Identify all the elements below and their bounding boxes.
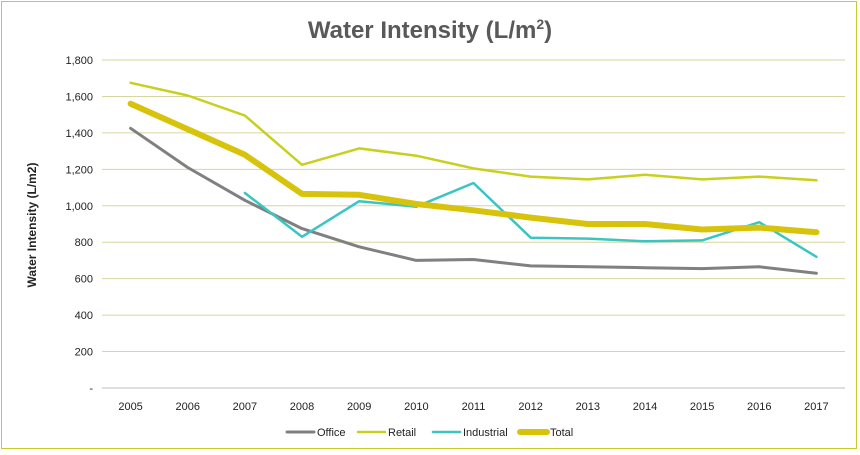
- y-tick-label: 1,800: [65, 55, 93, 67]
- series-line-industrial: [243, 181, 818, 259]
- series-line-retail: [129, 81, 818, 182]
- y-axis-label: Water Intensity (L/m2): [25, 163, 39, 288]
- y-tick-label: -: [89, 383, 93, 395]
- x-tick-label: 2008: [290, 401, 314, 413]
- chart-title: Water Intensity (L/m2): [308, 16, 552, 44]
- y-tick-label: 200: [75, 347, 93, 359]
- legend-label-retail: Retail: [388, 427, 416, 439]
- chart-title-end: ): [544, 17, 552, 44]
- x-tick-label: 2012: [518, 401, 542, 413]
- gridlines: [102, 59, 845, 389]
- legend-label-total: Total: [550, 427, 573, 439]
- y-tick-label: 600: [75, 274, 93, 286]
- series-lines: [127, 81, 820, 275]
- series-line-total: [127, 100, 820, 236]
- x-tick-label: 2013: [576, 401, 600, 413]
- x-tick-label: 2007: [233, 401, 257, 413]
- x-tick-label: 2011: [462, 401, 486, 413]
- y-tick-label: 800: [75, 237, 93, 249]
- series-line-office: [129, 126, 818, 275]
- x-tick-label: 2017: [804, 401, 828, 413]
- legend-label-industrial: Industrial: [463, 427, 508, 439]
- y-tick-label: 1,400: [65, 128, 93, 140]
- x-tick-label: 2016: [747, 401, 771, 413]
- x-tick-label: 2005: [118, 401, 142, 413]
- x-tick-label: 2015: [690, 401, 714, 413]
- x-tick-label: 2014: [633, 401, 657, 413]
- axes: - 200 400 600 800 1,000 1,200 1,400 1,600 1,800 20…: [65, 55, 828, 413]
- legend: Office Retail Industrial Total: [285, 427, 573, 439]
- chart-title-superscript: 2: [536, 16, 544, 32]
- x-tick-label: 2010: [404, 401, 428, 413]
- y-tick-label: 1,600: [65, 91, 93, 103]
- legend-label-office: Office: [317, 427, 346, 439]
- y-tick-label: 1,000: [65, 201, 93, 213]
- x-tick-label: 2009: [347, 401, 371, 413]
- chart-title-main: Water Intensity (L/m: [308, 17, 536, 44]
- y-tick-label: 400: [75, 310, 93, 322]
- x-tick-label: 2006: [175, 401, 199, 413]
- y-tick-label: 1,200: [65, 164, 93, 176]
